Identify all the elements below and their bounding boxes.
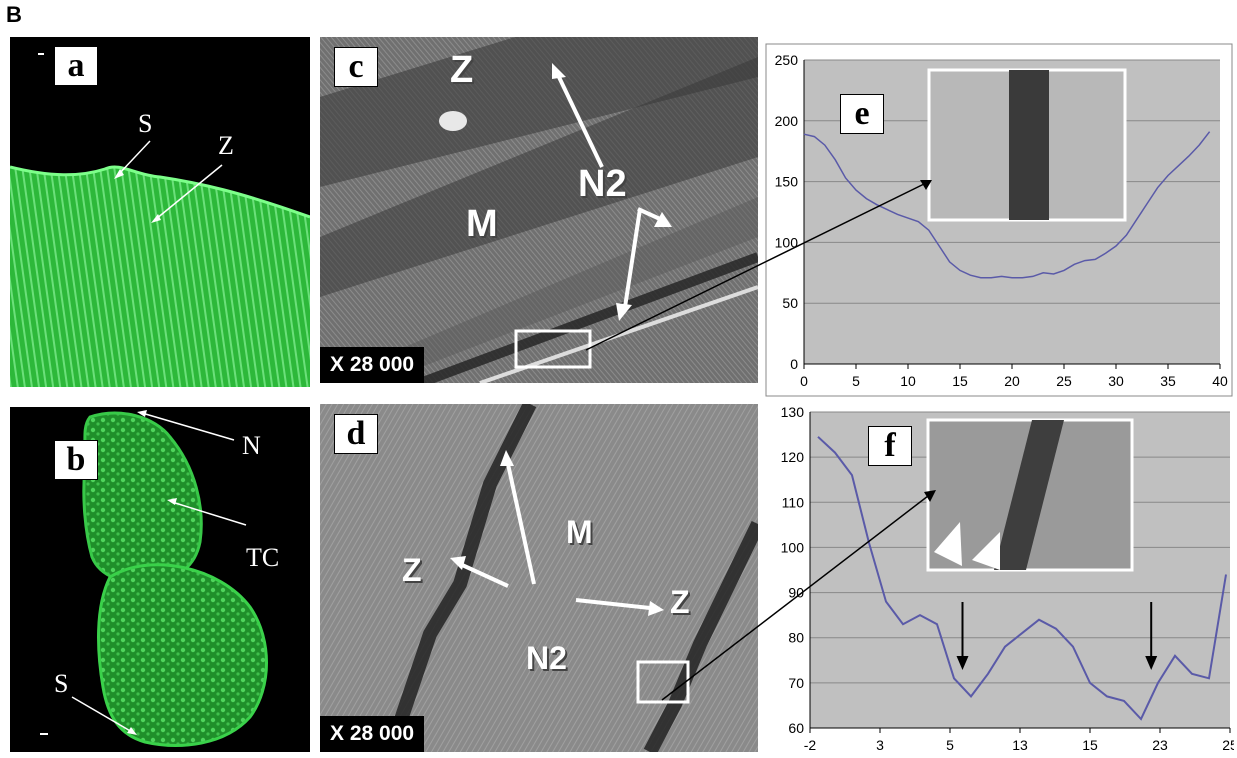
chart-f-y-tick-label: 110 <box>782 494 805 510</box>
chart-e-x-tick-label: 40 <box>1212 373 1228 389</box>
chart-e-y-tick-label: 50 <box>782 295 798 311</box>
panel-a-letter: a <box>54 46 98 86</box>
panel-a-tissue-graphic <box>10 53 310 387</box>
chart-f-down-arrowhead <box>956 656 969 670</box>
chart-f-y-tick-label: 70 <box>788 675 804 691</box>
chart-e-x-tick-label: 25 <box>1056 373 1072 389</box>
chart-e-x-tick-label: 5 <box>852 373 860 389</box>
chart-e-x-tick-label: 20 <box>1004 373 1020 389</box>
chart-f-y-tick-label: 90 <box>788 585 804 601</box>
chart-e-inset-image <box>927 68 1127 222</box>
chart-f-x-tick-label: 15 <box>1082 737 1098 753</box>
chart-e-x-tick-label: 15 <box>952 373 968 389</box>
chart-f-y-tick-label: 100 <box>781 539 805 555</box>
chart-f-x-tick-label: 5 <box>946 737 954 753</box>
panel-b-letter: b <box>54 440 98 480</box>
chart-e-y-tick-label: 0 <box>790 356 798 372</box>
panel-c-magnification: X 28 000 <box>320 347 425 383</box>
chart-e-x-tick-label: 35 <box>1160 373 1176 389</box>
panel-c-em-image: c Z N2 M X 28 000 <box>320 37 758 383</box>
chart-f: 60 70 80 90 100 110 120 130 -2 3 5 13 15 23 25 <box>781 404 1234 753</box>
chart-f-y-tick-label: 120 <box>781 449 805 465</box>
chart-f-y-tick-label: 80 <box>788 630 804 646</box>
chart-e-y-tick-label: 200 <box>775 113 799 129</box>
figure-label: B <box>6 2 22 27</box>
chart-f-x-tick-label: 25 <box>1222 737 1234 753</box>
chart-f-inset-arrowhead-2 <box>972 532 1000 570</box>
panel-f-letter: f <box>868 426 912 466</box>
chart-e-inset-band <box>1009 70 1049 220</box>
chart-e-y-tick-label: 150 <box>775 174 799 190</box>
panel-d-em-image: d M Z Z N2 X 28 000 <box>320 404 758 752</box>
chart-f-inset-band <box>994 420 1064 570</box>
chart-e-y-tick-label: 250 <box>775 52 799 68</box>
panel-b-fluorescence-image: b N TC S <box>10 407 310 752</box>
panel-d-letter: d <box>334 414 378 454</box>
panel-d-em-graphic <box>320 404 758 752</box>
panel-c-em-graphic <box>320 37 758 383</box>
chart-f-x-tick-label: 13 <box>1012 737 1028 753</box>
chart-f-y-tick-label: 130 <box>781 404 805 420</box>
panel-c-letter: c <box>334 47 378 87</box>
chart-e-x-tick-label: 10 <box>900 373 916 389</box>
chart-e-x-tick-label: 0 <box>800 373 808 389</box>
panel-e-letter: e <box>840 94 884 134</box>
panel-a-fluorescence-image: a S Z <box>10 37 310 387</box>
chart-e: 0 50 100 150 200 250 0 5 10 15 20 25 30 35 40 <box>765 43 1233 397</box>
chart-f-inset-arrowhead-1 <box>934 522 962 566</box>
panel-d-magnification: X 28 000 <box>320 716 425 752</box>
chart-f-inset-image <box>926 418 1134 572</box>
chart-f-x-tick-label: 23 <box>1152 737 1168 753</box>
chart-f-down-arrowhead <box>1145 656 1158 670</box>
chart-e-y-tick-label: 100 <box>775 234 799 250</box>
chart-f-x-tick-label: 3 <box>876 737 884 753</box>
chart-f-x-tick-label: -2 <box>804 737 817 753</box>
chart-f-y-tick-label: 60 <box>788 720 804 736</box>
chart-e-x-tick-label: 30 <box>1108 373 1124 389</box>
